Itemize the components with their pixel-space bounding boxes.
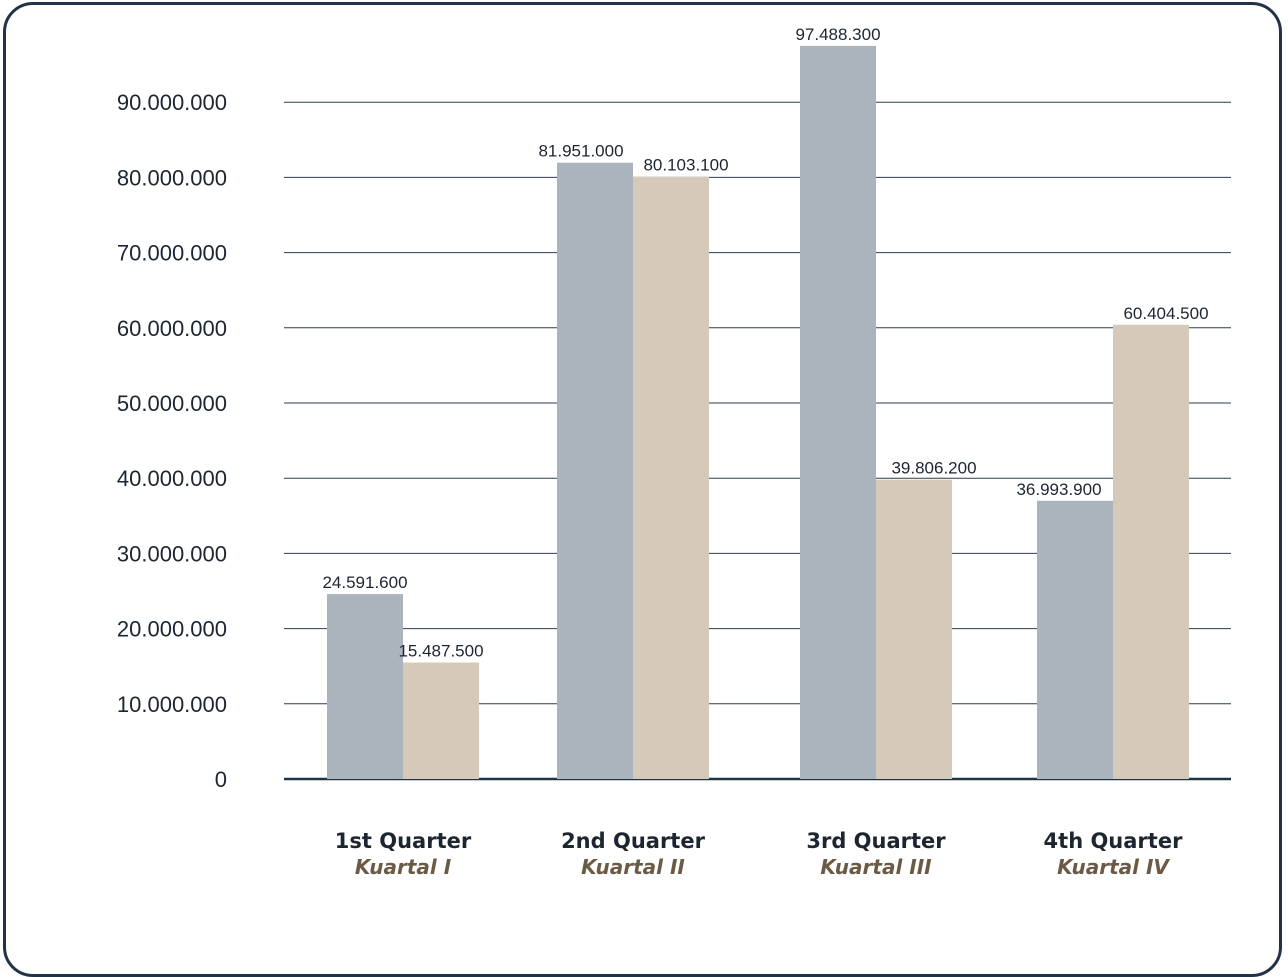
category-label: 2nd Quarter bbox=[561, 829, 706, 853]
category-label: 4th Quarter bbox=[1044, 829, 1184, 853]
data-label: 15.487.500 bbox=[398, 642, 483, 661]
data-labels: 24.591.600 81.951.000 97.488.300 36.993.900… bbox=[322, 25, 1208, 661]
bar bbox=[1113, 324, 1189, 779]
bar bbox=[800, 45, 876, 779]
data-label: 36.993.900 bbox=[1016, 480, 1101, 499]
y-tick-label: 10.000.000 bbox=[117, 692, 227, 717]
data-label: 60.404.500 bbox=[1123, 304, 1208, 323]
y-tick-label: 60.000.000 bbox=[117, 316, 227, 341]
y-tick-label: 20.000.000 bbox=[117, 617, 227, 642]
bar bbox=[403, 662, 479, 779]
y-tick-label: 0 bbox=[215, 767, 227, 792]
data-label: 80.103.100 bbox=[643, 156, 728, 175]
bar bbox=[327, 594, 403, 779]
bars bbox=[327, 45, 1189, 779]
data-label: 24.591.600 bbox=[322, 573, 407, 592]
y-tick-label: 70.000.000 bbox=[117, 241, 227, 266]
bar-chart: 0 10.000.000 20.000.000 30.000.000 40.000.00… bbox=[117, 25, 1231, 879]
category-sublabel: Kuartal I bbox=[355, 855, 452, 879]
category-sublabel: Kuartal III bbox=[820, 855, 932, 879]
category-label: 1st Quarter bbox=[335, 829, 472, 853]
bar bbox=[557, 162, 633, 779]
y-tick-label: 40.000.000 bbox=[117, 466, 227, 491]
y-tick-label: 30.000.000 bbox=[117, 541, 227, 566]
y-tick-label: 90.000.000 bbox=[117, 90, 227, 115]
data-label: 97.488.300 bbox=[795, 25, 880, 44]
bar bbox=[1037, 500, 1113, 779]
data-label: 81.951.000 bbox=[538, 142, 623, 161]
category-sublabel: Kuartal IV bbox=[1057, 855, 1170, 879]
category-label: 3rd Quarter bbox=[806, 829, 946, 853]
bar bbox=[633, 176, 709, 779]
data-label: 39.806.200 bbox=[891, 459, 976, 478]
y-tick-label: 50.000.000 bbox=[117, 391, 227, 416]
y-axis-ticks: 0 10.000.000 20.000.000 30.000.000 40.000.00… bbox=[117, 90, 227, 792]
y-tick-label: 80.000.000 bbox=[117, 165, 227, 190]
category-sublabel: Kuartal II bbox=[581, 855, 685, 879]
bar bbox=[876, 479, 952, 779]
